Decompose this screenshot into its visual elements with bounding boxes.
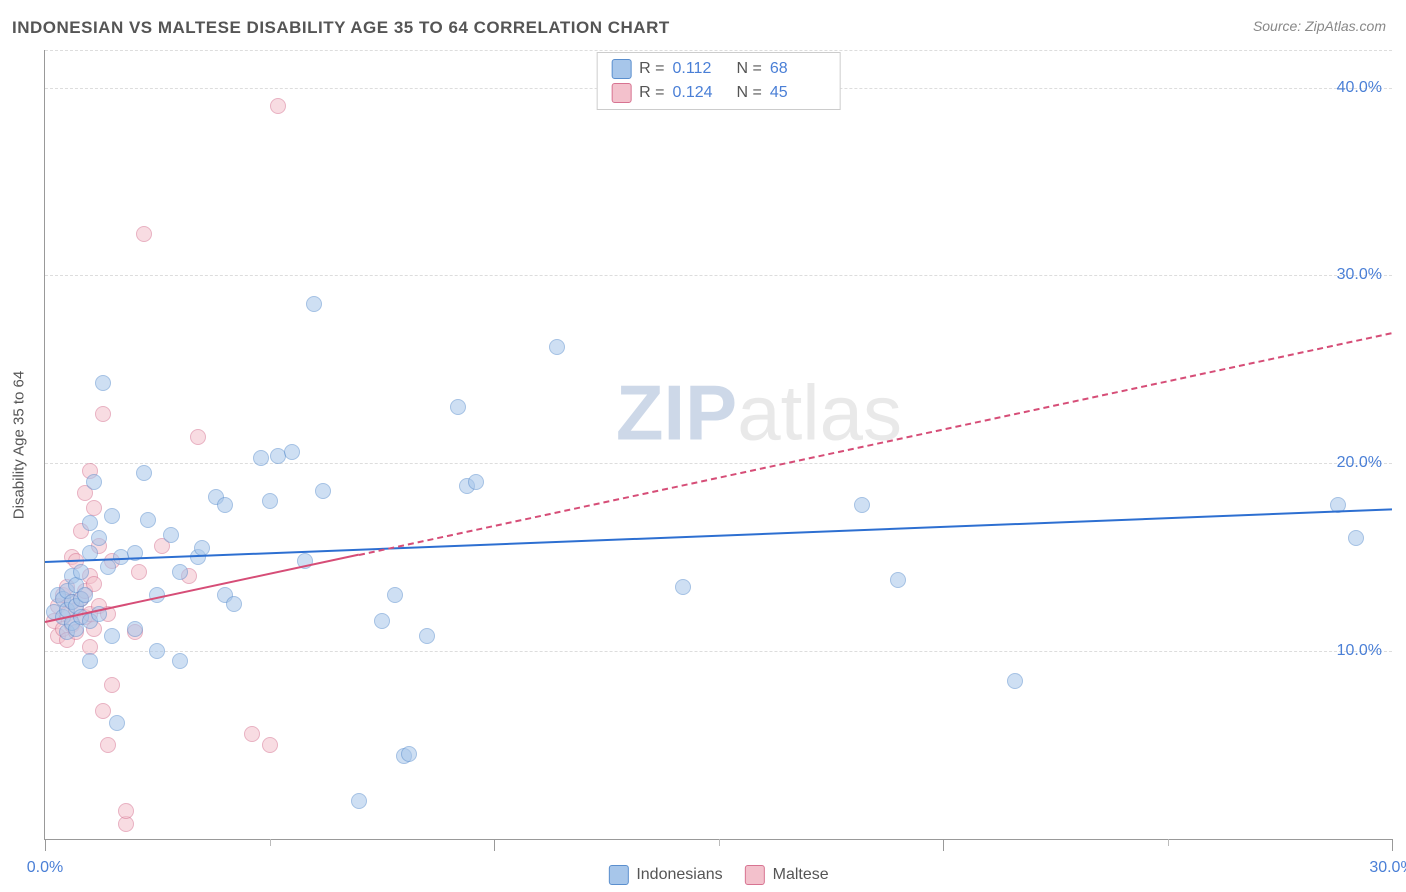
point-maltese — [104, 677, 120, 693]
legend-item-indonesians: Indonesians — [608, 865, 722, 885]
gridline-h — [45, 275, 1392, 276]
swatch-maltese — [611, 83, 631, 103]
stats-row-indonesians: R = 0.112 N = 68 — [611, 59, 826, 79]
point-indonesians — [306, 296, 322, 312]
gridline-h — [45, 651, 1392, 652]
x-tick-major — [943, 839, 944, 851]
point-indonesians — [82, 653, 98, 669]
n-label: N = — [737, 60, 762, 78]
point-indonesians — [172, 653, 188, 669]
r-value-maltese: 0.124 — [673, 84, 729, 102]
gridline-h — [45, 463, 1392, 464]
stats-row-maltese: R = 0.124 N = 45 — [611, 83, 826, 103]
point-maltese — [86, 500, 102, 516]
point-indonesians — [262, 493, 278, 509]
swatch-indonesians — [608, 865, 628, 885]
x-tick-minor — [270, 839, 271, 846]
y-tick-label: 10.0% — [1337, 642, 1382, 660]
n-value-maltese: 45 — [770, 84, 826, 102]
point-indonesians — [172, 564, 188, 580]
n-label: N = — [737, 84, 762, 102]
chart-title: INDONESIAN VS MALTESE DISABILITY AGE 35 … — [12, 18, 670, 38]
point-indonesians — [450, 399, 466, 415]
x-tick-minor — [719, 839, 720, 846]
legend-label: Maltese — [773, 866, 829, 884]
chart-area: Disability Age 35 to 64 10.0%20.0%30.0%4… — [44, 50, 1392, 840]
point-maltese — [131, 564, 147, 580]
legend-item-maltese: Maltese — [745, 865, 829, 885]
point-maltese — [100, 737, 116, 753]
point-indonesians — [549, 339, 565, 355]
point-indonesians — [109, 715, 125, 731]
point-indonesians — [675, 579, 691, 595]
point-indonesians — [401, 746, 417, 762]
x-tick-label: 30.0% — [1369, 859, 1406, 877]
point-indonesians — [468, 474, 484, 490]
point-indonesians — [127, 621, 143, 637]
point-indonesians — [77, 587, 93, 603]
point-maltese — [118, 803, 134, 819]
point-indonesians — [104, 508, 120, 524]
point-indonesians — [419, 628, 435, 644]
point-indonesians — [374, 613, 390, 629]
point-indonesians — [1348, 530, 1364, 546]
x-tick-label: 0.0% — [27, 859, 63, 877]
swatch-indonesians — [611, 59, 631, 79]
point-indonesians — [140, 512, 156, 528]
point-indonesians — [136, 465, 152, 481]
point-maltese — [244, 726, 260, 742]
point-indonesians — [163, 527, 179, 543]
x-tick-major — [45, 839, 46, 851]
x-tick-major — [1392, 839, 1393, 851]
point-indonesians — [1007, 673, 1023, 689]
point-indonesians — [194, 540, 210, 556]
source-credit: Source: ZipAtlas.com — [1253, 18, 1386, 34]
point-maltese — [270, 98, 286, 114]
swatch-maltese — [745, 865, 765, 885]
point-indonesians — [854, 497, 870, 513]
point-indonesians — [149, 643, 165, 659]
point-indonesians — [284, 444, 300, 460]
x-tick-major — [494, 839, 495, 851]
x-tick-minor — [1168, 839, 1169, 846]
r-label: R = — [639, 84, 664, 102]
point-indonesians — [387, 587, 403, 603]
point-indonesians — [890, 572, 906, 588]
stats-legend: R = 0.112 N = 68 R = 0.124 N = 45 — [596, 52, 841, 110]
trendline-indonesians — [45, 508, 1392, 563]
series-legend: Indonesians Maltese — [608, 865, 828, 885]
point-indonesians — [217, 497, 233, 513]
point-indonesians — [82, 515, 98, 531]
point-indonesians — [95, 375, 111, 391]
point-maltese — [262, 737, 278, 753]
point-indonesians — [86, 474, 102, 490]
r-value-indonesians: 0.112 — [673, 60, 729, 78]
y-axis-label: Disability Age 35 to 64 — [11, 370, 28, 518]
y-tick-label: 30.0% — [1337, 266, 1382, 284]
point-maltese — [136, 226, 152, 242]
y-tick-label: 20.0% — [1337, 454, 1382, 472]
point-maltese — [190, 429, 206, 445]
legend-label: Indonesians — [636, 866, 722, 884]
y-tick-label: 40.0% — [1337, 79, 1382, 97]
point-indonesians — [73, 564, 89, 580]
point-indonesians — [226, 596, 242, 612]
point-indonesians — [91, 530, 107, 546]
point-maltese — [95, 406, 111, 422]
gridline-h — [45, 50, 1392, 51]
trendline-maltese-dashed — [359, 332, 1392, 556]
point-indonesians — [253, 450, 269, 466]
point-indonesians — [104, 628, 120, 644]
point-maltese — [95, 703, 111, 719]
point-indonesians — [315, 483, 331, 499]
r-label: R = — [639, 60, 664, 78]
point-indonesians — [351, 793, 367, 809]
n-value-indonesians: 68 — [770, 60, 826, 78]
